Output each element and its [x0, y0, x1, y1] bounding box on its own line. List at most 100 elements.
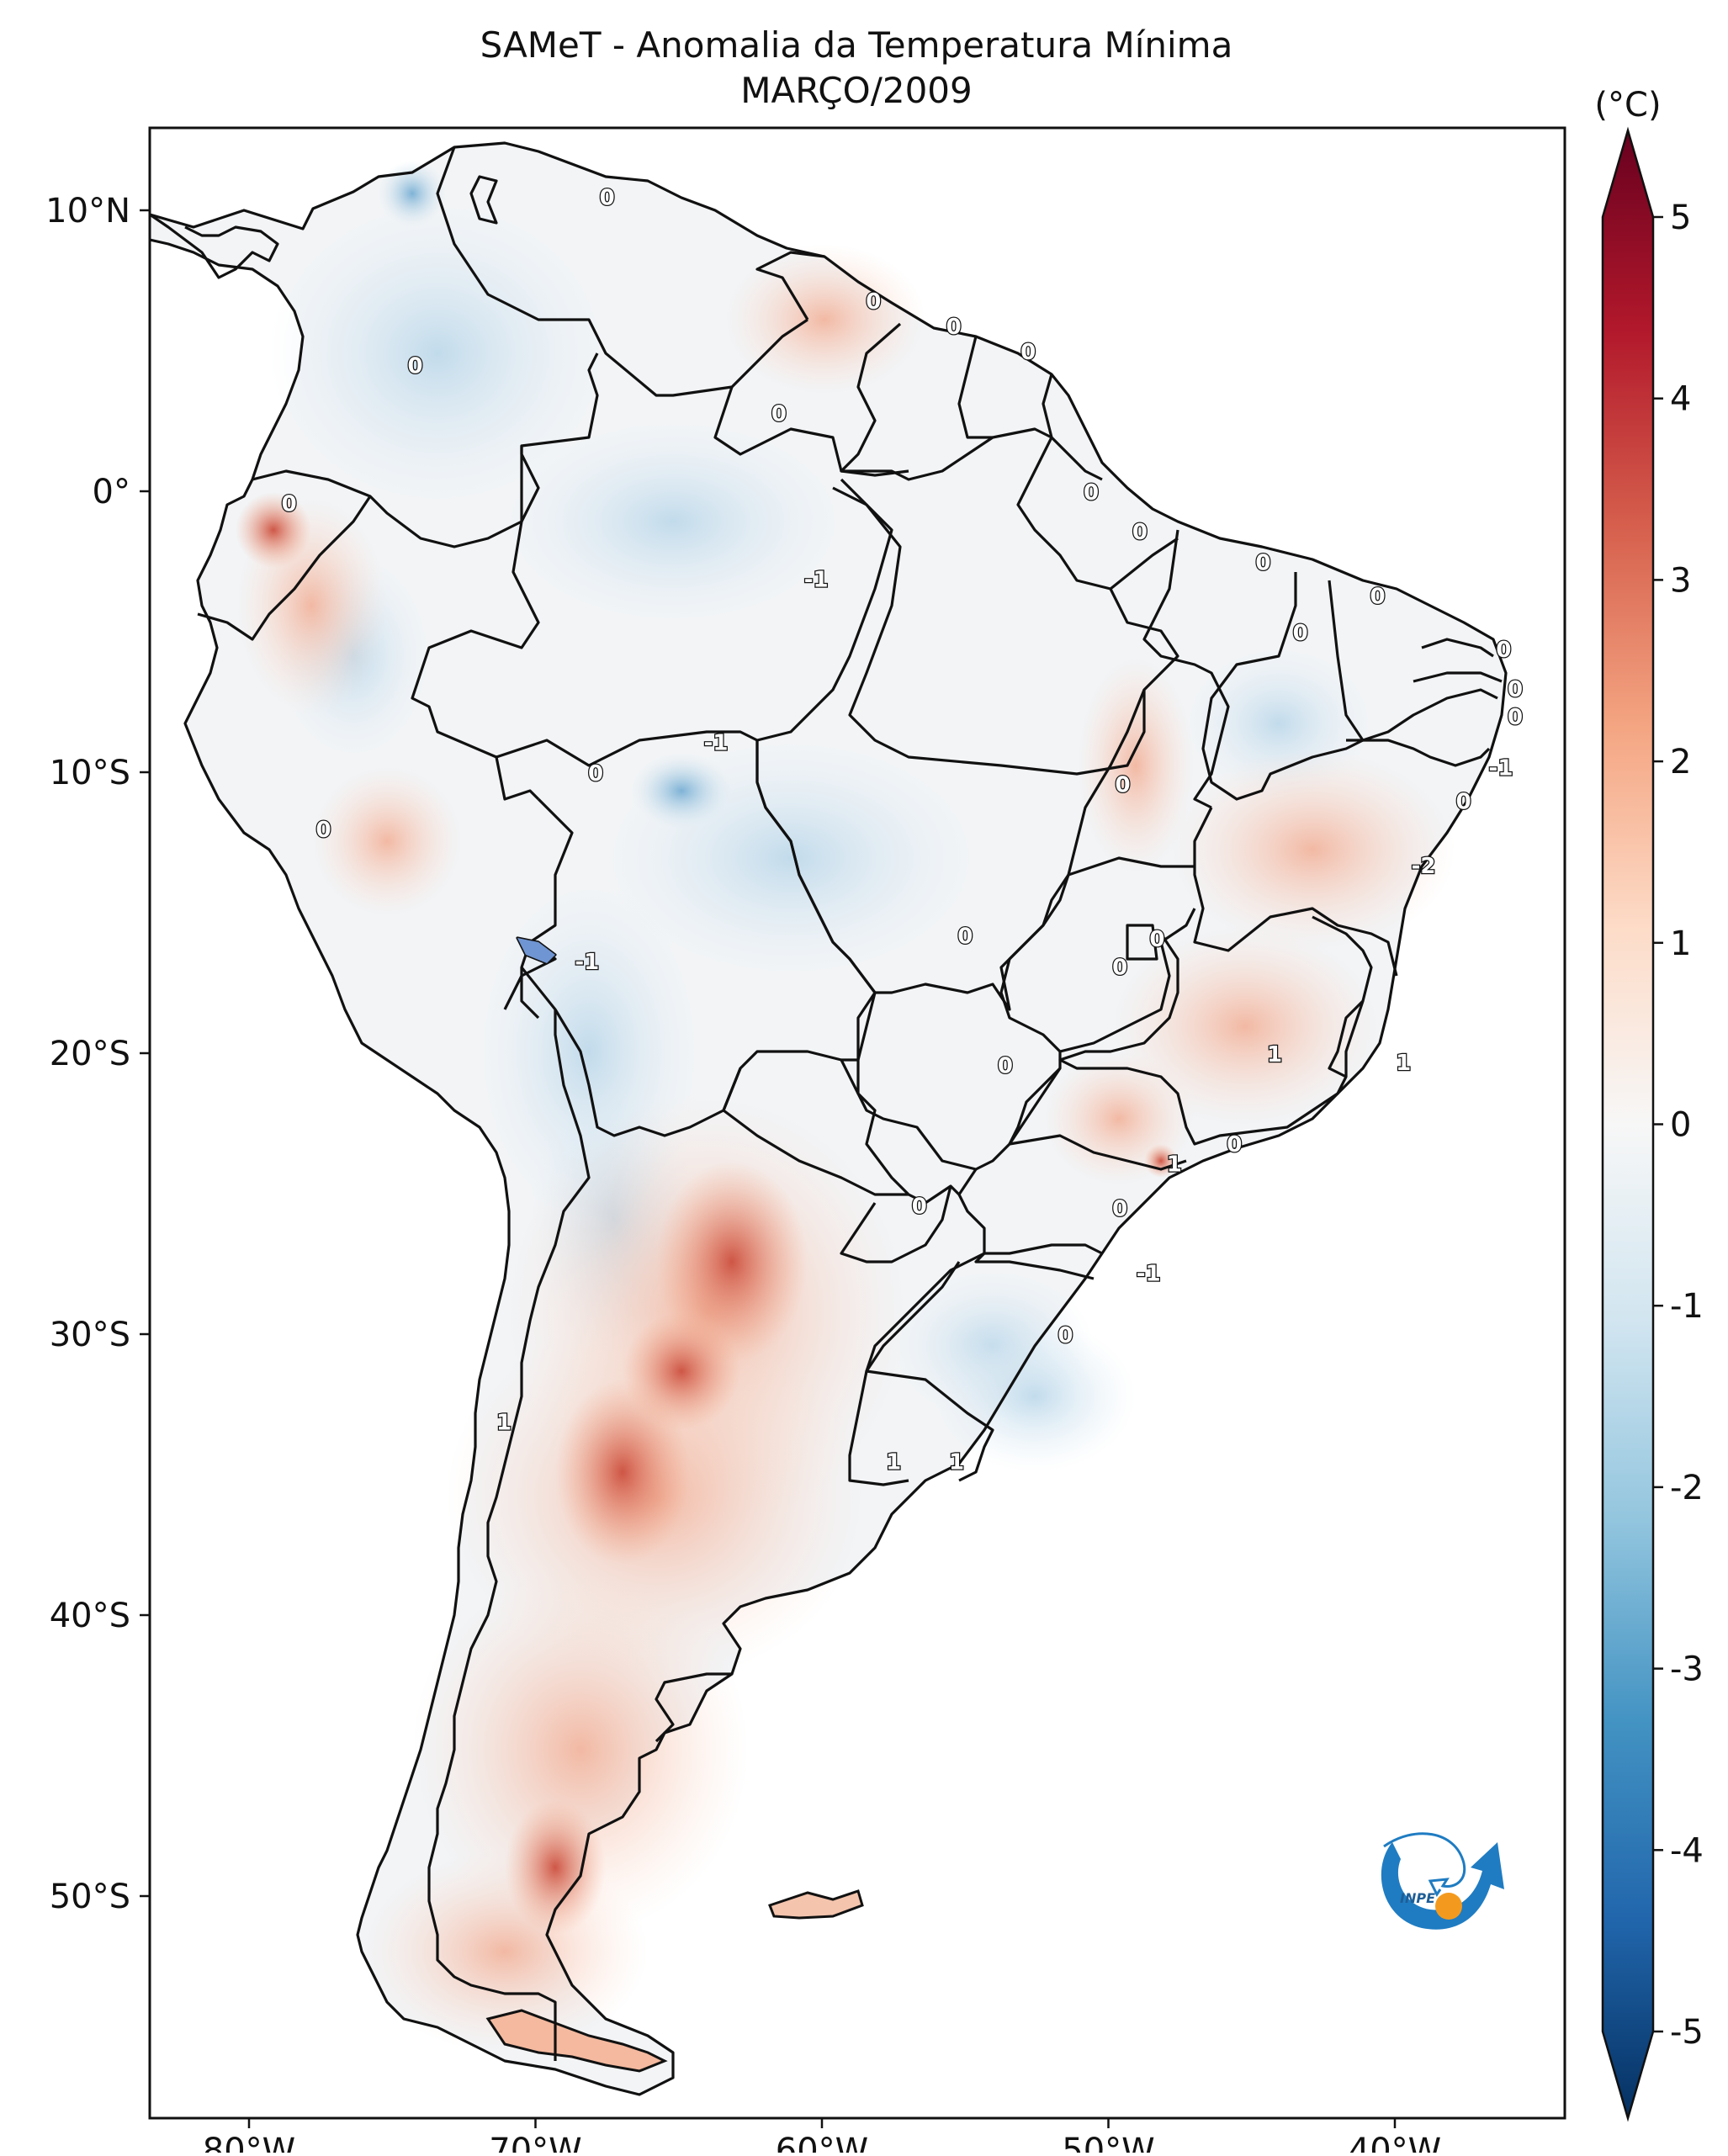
anomaly-blob — [631, 753, 732, 829]
border-tocantins — [1067, 689, 1195, 877]
contour-label: -1 — [1489, 755, 1513, 781]
border-maranhao — [1142, 529, 1230, 809]
anomaly-blob — [379, 160, 446, 227]
border-venezuela-lake — [469, 175, 498, 225]
border-guyana-suriname — [840, 322, 909, 477]
border-df — [1126, 924, 1158, 961]
contour-label: -1 — [1137, 1262, 1161, 1287]
anomaly-blob — [311, 765, 463, 917]
latitude-axis: 10°N 0° 10°S 20°S 30°S 40°S 50°S — [45, 192, 150, 1916]
logo-orbit-icon — [1383, 1832, 1466, 1897]
border-para — [832, 486, 1179, 776]
contour-label: 0 — [946, 315, 962, 340]
contour-label: 0 — [1112, 1197, 1127, 1222]
anomaly-blob — [269, 202, 606, 505]
contour-label: 0 — [771, 401, 787, 426]
contour-label: 0 — [1508, 705, 1523, 730]
anomaly-blob — [412, 1565, 749, 1935]
contour-label: 0 — [588, 761, 603, 787]
border-argentina-east-coast — [655, 1672, 732, 1743]
contour-label: -2 — [1412, 854, 1436, 879]
border-colombia-ecuador-peru — [252, 352, 599, 548]
colorbar-tick-label: 0 — [1670, 1106, 1691, 1145]
inpe-logo: INPE — [1381, 1832, 1504, 1930]
colorbar-tick-label: 2 — [1670, 743, 1691, 781]
contour-label: 0 — [1456, 789, 1471, 814]
anomaly-blob — [623, 1312, 740, 1430]
logo-text: INPE — [1400, 1890, 1435, 1906]
contour-label: 0 — [1057, 1323, 1073, 1348]
anomaly-field — [236, 160, 1455, 2053]
contour-label: -1 — [804, 568, 829, 593]
anomaly-blob — [505, 421, 841, 622]
contour-label: 0 — [1255, 551, 1270, 576]
anomaly-blob — [656, 1161, 808, 1363]
contour-label: 0 — [1508, 677, 1523, 702]
logo-swoosh-icon — [1381, 1842, 1504, 1930]
colorbar-tick-label: -5 — [1670, 2013, 1704, 2052]
contour-label: 0 — [1115, 772, 1130, 797]
border-suriname-fguiana — [957, 336, 993, 439]
border-rn-pb-pe — [1346, 638, 1503, 767]
border-para-amapa — [1016, 437, 1179, 591]
border-goias — [999, 874, 1196, 1053]
contour-label: 0 — [957, 924, 973, 950]
contour-label: -1 — [704, 730, 729, 755]
colorbar-tick-label: -4 — [1670, 1831, 1704, 1870]
border-sao-paulo — [1008, 1067, 1187, 1171]
border-panama — [150, 213, 279, 279]
contour-label: 0 — [1132, 520, 1148, 545]
contour-label: 0 — [1149, 927, 1164, 952]
longitude-axis: 80°W 70°W 60°W 50°W 40°W — [203, 2118, 1441, 2156]
lake-titicaca — [517, 938, 555, 963]
lat-tick-label: 50°S — [50, 1878, 130, 1916]
map-title: SAMeT - Anomalia da Temperatura Mínima — [480, 24, 1233, 66]
border-colombia-venezuela — [436, 146, 808, 397]
coastline — [150, 141, 1508, 2096]
colorbar-tick-label: -1 — [1670, 1287, 1704, 1326]
border-rio-grande-sul — [865, 1252, 994, 1482]
border-bahia — [1193, 807, 1398, 977]
border-paraguay — [722, 1059, 961, 1263]
anomaly-blob — [236, 492, 311, 568]
border-argentina-uruguay — [848, 1261, 961, 1486]
lat-tick-label: 30°S — [50, 1316, 130, 1354]
contour-label: 0 — [1293, 621, 1308, 646]
colorbar-ticks: 5 4 3 2 1 0 -1 -2 -3 -4 -5 — [1653, 199, 1704, 2052]
contour-label: 0 — [1227, 1132, 1242, 1157]
lat-tick-label: 40°S — [50, 1597, 130, 1635]
border-chile-argentina — [427, 1009, 591, 2061]
map-subtitle: MARÇO/2009 — [740, 70, 972, 111]
lat-tick-label: 0° — [93, 473, 130, 511]
border-brazil-north — [713, 386, 1052, 481]
colorbar-body — [1601, 126, 1655, 2122]
border-ecuador-peru — [197, 495, 372, 641]
border-peru-bolivia — [495, 756, 540, 801]
border-minas-gerais — [1058, 915, 1373, 1146]
anomaly-blob — [1169, 749, 1455, 951]
colorbar: (°C) 5 4 3 2 1 0 -1 -2 -3 -4 -5 — [1594, 86, 1704, 2122]
lat-tick-label: 10°S — [50, 754, 130, 792]
contour-label: 0 — [998, 1053, 1013, 1078]
map-frame — [148, 126, 1566, 2120]
contour-label: 1 — [1396, 1051, 1411, 1076]
colorbar-tick-label: 1 — [1670, 924, 1691, 963]
contour-label: 0 — [1112, 955, 1127, 980]
contour-label: 0 — [282, 491, 297, 516]
lon-tick-label: 40°W — [1349, 2132, 1441, 2153]
anomaly-blob — [505, 1800, 606, 1935]
lon-tick-label: 50°W — [1062, 2132, 1154, 2153]
contour-label: 1 — [1267, 1042, 1282, 1067]
border-mato-grosso-sul — [856, 992, 1062, 1171]
lat-tick-label: 10°N — [45, 192, 130, 230]
border-ceara — [1328, 580, 1498, 742]
lat-tick-label: 20°S — [50, 1035, 130, 1073]
lon-tick-label: 80°W — [203, 2132, 295, 2153]
contour-label: -1 — [575, 950, 599, 975]
contour-label: 0 — [1496, 638, 1511, 663]
anomaly-blob — [724, 244, 925, 395]
anomaly-blob — [1144, 1144, 1178, 1178]
contour-label: 0 — [1084, 480, 1099, 506]
